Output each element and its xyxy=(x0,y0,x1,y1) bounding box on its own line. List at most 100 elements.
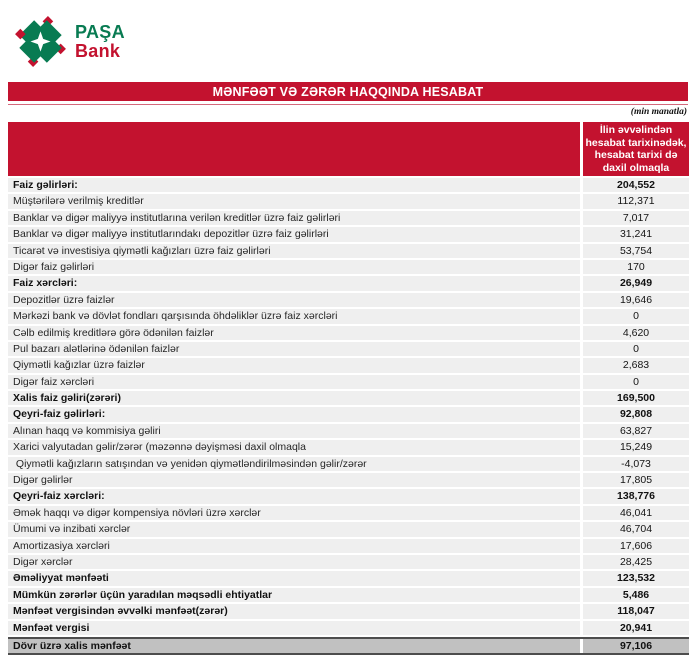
table-row: Mümkün zərərlər üçün yaradılan məqsədli … xyxy=(8,587,689,603)
row-label: Mənfəət vergisi xyxy=(8,620,580,635)
table-row: Dövr üzrə xalis mənfəət 97,106 xyxy=(8,636,689,656)
row-value: 46,704 xyxy=(583,522,689,537)
row-value: 169,500 xyxy=(583,391,689,406)
table-row: Faiz xərcləri: 26,949 xyxy=(8,276,689,291)
table-header-label-cell xyxy=(8,122,580,176)
table-row: Banklar və digər maliyyə institutlarında… xyxy=(8,227,689,242)
row-label: Xarici valyutadan gəlir/zərər (məzənnə d… xyxy=(8,440,580,455)
table-row: Mərkəzi bank və dövlət fondları qarşısın… xyxy=(8,309,689,324)
unit-note: (min manatla) xyxy=(630,107,687,117)
table-row: Cəlb edilmiş kreditlərə görə ödənilən fa… xyxy=(8,325,689,340)
row-value: 17,805 xyxy=(583,473,689,488)
table-row: Qeyri-faiz gəlirləri: 92,808 xyxy=(8,407,689,422)
row-value: 123,532 xyxy=(583,571,689,586)
row-label: Digər faiz gəlirləri xyxy=(8,259,580,275)
row-value: 2,683 xyxy=(583,358,689,373)
row-value: -4,073 xyxy=(583,456,689,472)
report-title-bar: MƏNFƏƏT VƏ ZƏRƏR HAQQINDA HESABAT xyxy=(8,82,688,101)
table-row: Digər xərclər 28,425 xyxy=(8,554,689,570)
row-label: Xalis faiz gəliri(zərəri) xyxy=(8,391,580,406)
row-label: Digər xərclər xyxy=(8,554,580,570)
row-label: Dövr üzrə xalis mənfəət xyxy=(8,638,580,654)
row-label: Mümkün zərərlər üçün yaradılan məqsədli … xyxy=(8,587,580,603)
row-value: 53,754 xyxy=(583,243,689,258)
row-value: 28,425 xyxy=(583,554,689,570)
table-row: Əmək haqqı və digər kompensiya növləri ü… xyxy=(8,505,689,521)
table-header-value-cell: İlin əvvəlindən hesabat tarixinədək, hes… xyxy=(583,122,689,176)
row-label: Digər gəlirlər xyxy=(8,473,580,488)
row-value: 118,047 xyxy=(583,604,689,619)
logo-wordmark: PAŞA Bank xyxy=(75,21,125,61)
row-label: Faiz xərcləri: xyxy=(8,276,580,291)
table-row: Müştərilərə verilmiş kreditlər 112,371 xyxy=(8,194,689,209)
row-label: Müştərilərə verilmiş kreditlər xyxy=(8,194,580,209)
logo-brand-line1: PAŞA xyxy=(75,21,125,42)
row-label: Qeyri-faiz gəlirləri: xyxy=(8,407,580,422)
table-row: Xarici valyutadan gəlir/zərər (məzənnə d… xyxy=(8,440,689,455)
table-row: Əməliyyat mənfəəti 123,532 xyxy=(8,571,689,586)
table-row: Mənfəət vergisi 20,941 xyxy=(8,620,689,635)
row-value: 63,827 xyxy=(583,423,689,439)
row-label: Pul bazarı alətlərinə ödənilən faizlər xyxy=(8,341,580,357)
row-label: Əməliyyat mənfəəti xyxy=(8,571,580,586)
row-value: 0 xyxy=(583,309,689,324)
table-row: Pul bazarı alətlərinə ödənilən faizlər 0 xyxy=(8,341,689,357)
row-value: 31,241 xyxy=(583,227,689,242)
row-value: 204,552 xyxy=(583,178,689,193)
row-value: 4,620 xyxy=(583,325,689,340)
row-label: Ticarət və investisiya qiymətli kağızlar… xyxy=(8,243,580,258)
row-value: 170 xyxy=(583,259,689,275)
row-value: 0 xyxy=(583,341,689,357)
table-body: Faiz gəlirləri: 204,552 Müştərilərə verilm… xyxy=(8,178,689,656)
row-value: 97,106 xyxy=(583,638,689,654)
row-value: 112,371 xyxy=(583,194,689,209)
row-label: Banklar və digər maliyyə institutlarında… xyxy=(8,227,580,242)
table-row: Banklar və digər maliyyə institutlarına … xyxy=(8,210,689,226)
title-divider-line xyxy=(8,104,688,105)
row-value: 20,941 xyxy=(583,620,689,635)
row-label: Amortizasiya xərcləri xyxy=(8,538,580,553)
row-value: 7,017 xyxy=(583,210,689,226)
pasha-bank-logo-icon xyxy=(15,16,66,67)
row-value: 19,646 xyxy=(583,292,689,308)
table-row: Digər faiz gəlirləri 170 xyxy=(8,259,689,275)
row-label: Faiz gəlirləri: xyxy=(8,178,580,193)
table-row: Ticarət və investisiya qiymətli kağızlar… xyxy=(8,243,689,258)
table-row: Ümumi və inzibati xərclər 46,704 xyxy=(8,522,689,537)
row-label: Əmək haqqı və digər kompensiya növləri ü… xyxy=(8,505,580,521)
table-row: Qeyri-faiz xərcləri: 138,776 xyxy=(8,489,689,504)
row-label: Qiymətli kağızlar üzrə faizlər xyxy=(8,358,580,373)
row-value: 26,949 xyxy=(583,276,689,291)
logo-brand-line2: Bank xyxy=(75,40,121,61)
table-row: Qiymətli kağızların satışından və yenidə… xyxy=(8,456,689,472)
table-row: Xalis faiz gəliri(zərəri) 169,500 xyxy=(8,391,689,406)
table-row: Alınan haqq və kommisiya gəliri 63,827 xyxy=(8,423,689,439)
table-row: Mənfəət vergisindən əvvəlki mənfəət(zərə… xyxy=(8,604,689,619)
row-label: Banklar və digər maliyyə institutlarına … xyxy=(8,210,580,226)
row-label: Qeyri-faiz xərcləri: xyxy=(8,489,580,504)
row-value: 15,249 xyxy=(583,440,689,455)
table-row: Depozitlər üzrə faizlər 19,646 xyxy=(8,292,689,308)
pasha-bank-logo: PAŞA Bank xyxy=(14,15,125,68)
table-row: Digər gəlirlər 17,805 xyxy=(8,473,689,488)
row-label: Alınan haqq və kommisiya gəliri xyxy=(8,423,580,439)
row-label: Cəlb edilmiş kreditlərə görə ödənilən fa… xyxy=(8,325,580,340)
row-value: 5,486 xyxy=(583,587,689,603)
table-row: Amortizasiya xərcləri 17,606 xyxy=(8,538,689,553)
row-value: 138,776 xyxy=(583,489,689,504)
row-label: Depozitlər üzrə faizlər xyxy=(8,292,580,308)
row-value: 92,808 xyxy=(583,407,689,422)
profit-loss-table: İlin əvvəlindən hesabat tarixinədək, hes… xyxy=(8,122,689,656)
row-label: Mərkəzi bank və dövlət fondları qarşısın… xyxy=(8,309,580,324)
table-row: Faiz gəlirləri: 204,552 xyxy=(8,178,689,193)
table-row: Digər faiz xərcləri 0 xyxy=(8,374,689,390)
row-label: Digər faiz xərcləri xyxy=(8,374,580,390)
row-label: Mənfəət vergisindən əvvəlki mənfəət(zərə… xyxy=(8,604,580,619)
report-title: MƏNFƏƏT VƏ ZƏRƏR HAQQINDA HESABAT xyxy=(212,84,484,99)
row-value: 0 xyxy=(583,374,689,390)
row-label: Qiymətli kağızların satışından və yenidə… xyxy=(8,456,580,472)
row-label: Ümumi və inzibati xərclər xyxy=(8,522,580,537)
row-value: 17,606 xyxy=(583,538,689,553)
table-row: Qiymətli kağızlar üzrə faizlər 2,683 xyxy=(8,358,689,373)
